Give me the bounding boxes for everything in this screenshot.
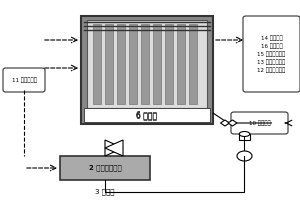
Ellipse shape — [239, 132, 250, 137]
FancyBboxPatch shape — [81, 16, 213, 124]
Polygon shape — [220, 120, 230, 126]
FancyBboxPatch shape — [3, 68, 45, 92]
Text: 3 补热器: 3 补热器 — [95, 189, 115, 195]
FancyBboxPatch shape — [117, 24, 124, 104]
FancyBboxPatch shape — [60, 156, 150, 180]
Bar — [239, 134, 250, 140]
Polygon shape — [228, 120, 237, 126]
FancyBboxPatch shape — [129, 24, 136, 104]
Text: 14 照明系统
16 通信导航
15 汽车电子电器
13 电力控制系统
12 电池管理系统: 14 照明系统 16 通信导航 15 汽车电子电器 13 电力控制系统 12 电… — [257, 35, 286, 73]
Text: 10 空调系统: 10 空调系统 — [249, 120, 270, 126]
Text: 6 换热器: 6 换热器 — [136, 110, 158, 119]
FancyBboxPatch shape — [105, 24, 112, 104]
FancyBboxPatch shape — [243, 16, 300, 92]
Text: 6 换热器: 6 换热器 — [136, 112, 158, 120]
FancyBboxPatch shape — [87, 20, 207, 108]
Text: 2 动力锂电池组: 2 动力锂电池组 — [88, 165, 122, 171]
Text: 11 充电器插口: 11 充电器插口 — [11, 77, 37, 83]
Polygon shape — [105, 140, 123, 156]
FancyBboxPatch shape — [141, 24, 148, 104]
FancyBboxPatch shape — [231, 112, 288, 134]
FancyBboxPatch shape — [84, 108, 210, 122]
FancyBboxPatch shape — [189, 24, 196, 104]
FancyBboxPatch shape — [177, 24, 184, 104]
FancyBboxPatch shape — [93, 24, 100, 104]
FancyBboxPatch shape — [153, 24, 160, 104]
Circle shape — [237, 151, 252, 161]
Polygon shape — [105, 140, 123, 156]
FancyBboxPatch shape — [165, 24, 172, 104]
